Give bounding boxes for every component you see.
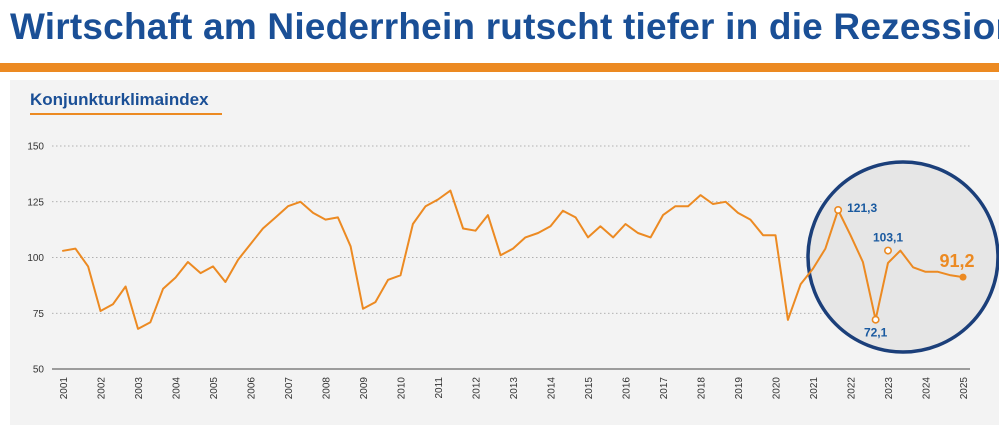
- highlight-point: [959, 273, 967, 281]
- annotations-layer: 121,3 103,1 72,1 91,2: [834, 201, 975, 340]
- x-tick-label: 2005: [209, 377, 220, 400]
- y-tick-label: 150: [27, 142, 44, 153]
- y-tick-label: 100: [27, 253, 44, 264]
- series-layer: [62, 189, 964, 330]
- x-tick-label: 2023: [884, 377, 895, 400]
- x-tick-label: 2002: [97, 377, 108, 400]
- annotation-label: 72,1: [864, 326, 888, 340]
- series-line: [62, 189, 964, 330]
- x-tick-label: 2016: [622, 377, 633, 400]
- x-tick-label: 2010: [397, 377, 408, 400]
- x-tick-label: 2021: [809, 377, 820, 400]
- x-tick-label: 2001: [59, 377, 70, 400]
- x-tick-label: 2024: [922, 377, 933, 400]
- x-tick-label: 2012: [472, 377, 483, 400]
- y-tick-label: 50: [33, 365, 45, 376]
- chart-title-underline: [30, 113, 222, 115]
- x-tick-label: 2015: [584, 377, 595, 400]
- orange-rule: [0, 63, 999, 72]
- chart-title: Konjunkturklimaindex: [30, 90, 209, 109]
- zoom-highlight-circle: [806, 160, 999, 354]
- y-tick-label: 125: [27, 197, 44, 208]
- page-title: Wirtschaft am Niederrhein rutscht tiefer…: [10, 6, 999, 47]
- y-tick-label: 75: [33, 309, 45, 320]
- highlight-point: [871, 315, 880, 324]
- x-tick-label: 2003: [134, 377, 145, 400]
- x-tick-label: 2022: [847, 377, 858, 400]
- highlight-point: [883, 246, 892, 255]
- x-tick-label: 2020: [772, 377, 783, 400]
- x-tick-label: 2009: [359, 377, 370, 400]
- x-tick-label: 2006: [247, 377, 258, 400]
- x-tick-label: 2014: [547, 377, 558, 400]
- x-tick-label: 2007: [284, 377, 295, 400]
- x-tick-label: 2011: [434, 377, 445, 399]
- annotation-label: 91,2: [939, 251, 974, 271]
- annotation-label: 121,3: [847, 201, 877, 215]
- x-tick-label: 2018: [697, 377, 708, 400]
- x-tick-label: 2019: [734, 377, 745, 400]
- x-tick-label: 2017: [659, 377, 670, 400]
- y-axis: 150 125 100 75 50: [27, 142, 44, 376]
- x-tick-label: 2004: [172, 377, 183, 400]
- x-tick-label: 2025: [959, 377, 970, 400]
- x-tick-label: 2013: [509, 377, 520, 400]
- x-axis: 2001 2002 2003 2004 2005 2006 2007 2008 2009 2010…: [59, 377, 970, 400]
- highlight-point: [834, 206, 843, 215]
- x-tick-label: 2008: [322, 377, 333, 400]
- annotation-label: 103,1: [873, 231, 903, 245]
